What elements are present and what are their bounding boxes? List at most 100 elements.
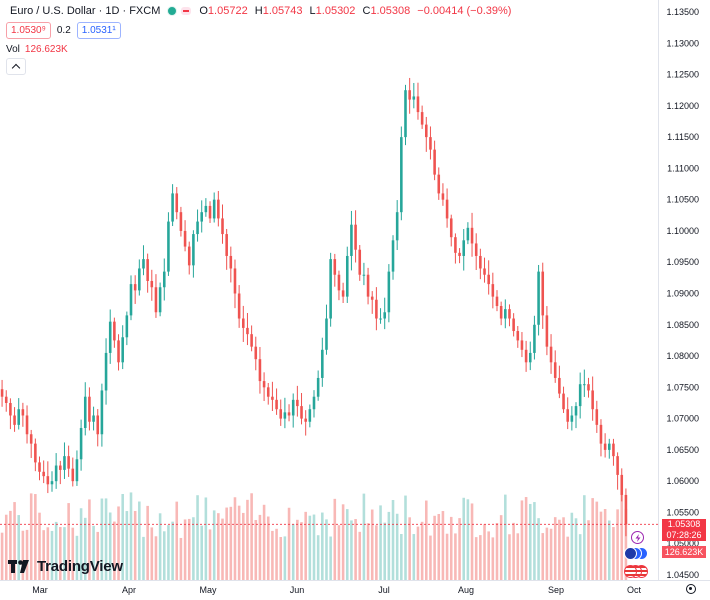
candle xyxy=(358,249,362,275)
volume-bar xyxy=(479,535,482,580)
volume-bar xyxy=(333,498,337,580)
volume-bar xyxy=(300,522,303,580)
ohlc-high-key: H xyxy=(254,5,263,17)
collapse-legend-button[interactable] xyxy=(6,58,26,75)
event-markers-blue[interactable] xyxy=(624,547,648,560)
price-axis-label: 1.08500 xyxy=(666,320,699,330)
data-status-icon[interactable] xyxy=(181,7,192,15)
price-axis-label: 1.07500 xyxy=(666,382,699,392)
candle xyxy=(75,459,79,482)
volume-bar xyxy=(246,499,249,580)
candle xyxy=(13,415,16,425)
price-axis-label: 1.05500 xyxy=(666,507,699,517)
market-open-status-icon xyxy=(167,6,178,16)
candle xyxy=(404,90,407,138)
price-axis[interactable]: 1.13500 1.13000 1.12500 1.12000 1.11500 1.110… xyxy=(666,7,699,580)
candle xyxy=(50,481,54,485)
candle xyxy=(466,227,470,241)
candle xyxy=(624,494,628,525)
volume-bar xyxy=(587,520,590,580)
candle xyxy=(283,412,287,419)
tradingview-logo[interactable]: TradingView xyxy=(8,558,123,575)
volume-bar xyxy=(400,533,403,580)
time-axis[interactable]: Mar Apr May Jun Jul Aug Sep Oct xyxy=(32,585,641,595)
volume-bar xyxy=(391,499,395,580)
candle xyxy=(341,290,345,297)
candle xyxy=(379,318,382,320)
candle xyxy=(462,240,466,256)
volume-bar xyxy=(412,534,416,580)
candle xyxy=(21,409,25,416)
time-axis-label: Jun xyxy=(290,585,305,595)
event-marker-icon xyxy=(624,547,637,560)
volume-bar xyxy=(583,495,586,580)
volume-bar xyxy=(595,501,599,580)
candle xyxy=(545,315,549,347)
volume-bar xyxy=(171,521,174,580)
lightning-icon[interactable] xyxy=(631,531,644,544)
price-axis-label: 1.06000 xyxy=(666,476,699,486)
volume-bar xyxy=(358,531,362,580)
volume-bar xyxy=(566,536,569,580)
candle xyxy=(312,396,316,410)
volume-bar xyxy=(574,518,578,580)
volume-bar xyxy=(425,500,428,580)
candle xyxy=(266,387,270,397)
candle xyxy=(528,352,532,363)
volume-bar xyxy=(508,534,511,580)
price-axis-label: 1.06500 xyxy=(666,445,699,455)
volume-bar xyxy=(283,536,287,580)
candle xyxy=(0,389,4,397)
ohlc-close-key: C xyxy=(362,5,371,17)
volume-bar xyxy=(117,506,120,580)
bar-countdown: 07:28:26 xyxy=(666,530,702,540)
volume-bar xyxy=(237,505,241,580)
volume-bar xyxy=(4,514,8,580)
candle xyxy=(196,221,199,235)
volume-bar xyxy=(25,529,29,580)
volume-bar xyxy=(71,527,75,580)
buy-price-button[interactable]: 1.0531¹ xyxy=(76,22,121,39)
sell-price-button[interactable]: 1.0530⁹ xyxy=(6,22,51,39)
candle xyxy=(375,299,378,319)
candle xyxy=(504,309,507,319)
candle xyxy=(524,349,528,363)
candle xyxy=(212,199,216,219)
current-price-value: 1.05308 xyxy=(667,519,701,529)
candle xyxy=(370,296,374,300)
volume-bar xyxy=(562,517,565,580)
event-markers-flags[interactable] xyxy=(624,565,648,578)
volume-bar xyxy=(254,519,258,580)
volume-bar xyxy=(528,503,532,580)
candle xyxy=(308,409,312,422)
volume-bar xyxy=(212,510,216,580)
candle xyxy=(217,199,220,219)
ohlc-low-key: L xyxy=(309,5,316,17)
symbol-title[interactable]: Euro / U.S. Dollar · 1D · FXCM xyxy=(10,5,161,17)
candle xyxy=(171,193,174,222)
candle xyxy=(333,259,337,275)
price-axis-label: 1.10000 xyxy=(666,226,699,236)
candle xyxy=(595,409,599,425)
volume-bar xyxy=(217,513,220,580)
settings-icon[interactable] xyxy=(686,584,696,594)
candle xyxy=(275,399,278,410)
candlestick-series xyxy=(0,77,628,537)
volume-bar xyxy=(312,514,316,580)
candle xyxy=(59,465,62,470)
candle xyxy=(329,259,332,319)
time-axis-label: May xyxy=(199,585,217,595)
candle xyxy=(474,243,478,256)
volume-bar xyxy=(420,521,424,580)
volume-bar xyxy=(200,525,203,580)
candle xyxy=(83,396,87,428)
candle xyxy=(192,234,195,266)
volume-bar xyxy=(404,495,407,580)
candle xyxy=(38,462,41,472)
volume-bar xyxy=(242,512,245,580)
candle xyxy=(612,443,615,457)
candle xyxy=(574,406,578,416)
volume-bar xyxy=(325,519,328,580)
volume-legend[interactable]: Vol 126.623K xyxy=(6,44,68,55)
